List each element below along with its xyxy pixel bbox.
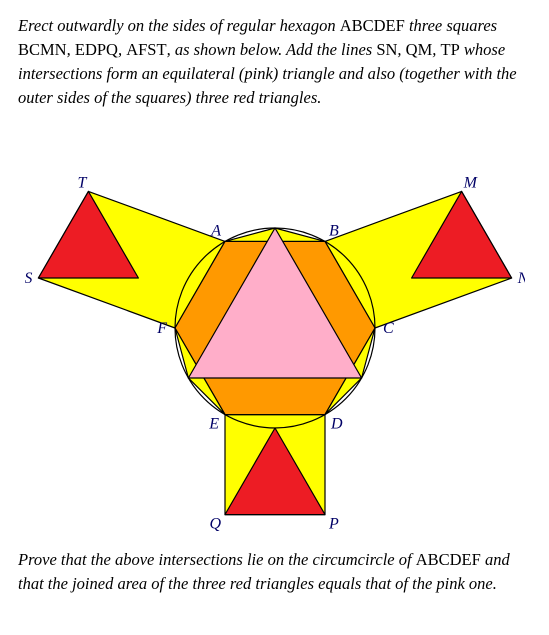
label-b: B <box>329 222 339 239</box>
label-t: T <box>77 174 87 191</box>
comma2: , <box>118 40 126 59</box>
intro-t2: three squares <box>405 16 497 35</box>
label-c: C <box>383 320 394 337</box>
square2: EDPQ <box>75 40 118 59</box>
label-n: N <box>516 270 524 287</box>
square1: BCMN <box>18 40 67 59</box>
hexagon-name: ABCDEF <box>340 16 405 35</box>
intro-t3: , as shown below. Add the lines <box>167 40 377 59</box>
intro-t1: Erect outwardly on the sides of regular … <box>18 16 340 35</box>
line1: SN <box>376 40 397 59</box>
label-f: F <box>156 320 167 337</box>
label-p: P <box>328 515 339 532</box>
outro-paragraph: Prove that the above intersections lie o… <box>18 548 531 596</box>
label-m: M <box>462 174 478 191</box>
square3: AFST <box>126 40 166 59</box>
intro-paragraph: Erect outwardly on the sides of regular … <box>18 14 531 110</box>
label-q: Q <box>209 515 221 532</box>
label-s: S <box>25 270 32 287</box>
label-a: A <box>210 222 221 239</box>
hexagon-name-2: ABCDEF <box>416 550 481 569</box>
label-d: D <box>330 415 343 432</box>
line3: TP <box>441 40 460 59</box>
line2: QM <box>406 40 433 59</box>
outro-t1: Prove that the above intersections lie o… <box>18 550 416 569</box>
label-e: E <box>208 415 219 432</box>
comma1: , <box>67 40 75 59</box>
comma3: , <box>397 40 405 59</box>
comma4: , <box>432 40 440 59</box>
figure-container: A B C D E F M N T S P Q <box>18 118 531 538</box>
geometry-figure: A B C D E F M N T S P Q <box>25 118 525 538</box>
